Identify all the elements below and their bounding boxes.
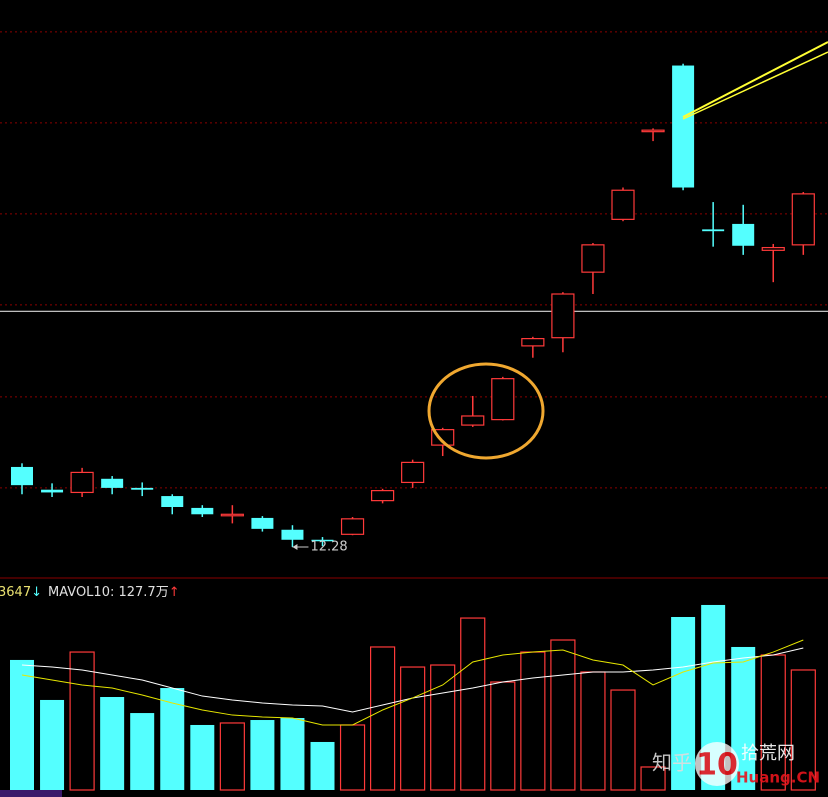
volume-bar [190, 724, 215, 790]
candle-body [371, 490, 395, 502]
candle-body [732, 223, 755, 246]
candle-body [340, 518, 365, 535]
watermark-site-en: Huang.CN [736, 769, 820, 787]
candle-body [581, 244, 605, 273]
candle-body [220, 513, 244, 517]
watermark-site-cn: 拾荒网 [741, 743, 795, 764]
trend-line [682, 51, 828, 120]
candle-body [611, 189, 635, 220]
candle-body [41, 489, 64, 493]
volume-bar [370, 646, 396, 791]
status-strip [0, 790, 62, 797]
highlight-circle [427, 362, 545, 460]
candle-body [131, 487, 154, 490]
volume-bar [430, 664, 456, 791]
volume-bar [790, 669, 816, 791]
volume-bar [219, 722, 245, 791]
down-arrow: ↓ [31, 585, 42, 600]
mavol10-value: MAVOL10: 127.7万 [48, 585, 169, 600]
candle-body [281, 529, 304, 540]
candle-body [461, 415, 485, 426]
low-marker-label: 12.28 [310, 540, 347, 555]
volume-bar [100, 697, 125, 790]
volume-bar [671, 616, 696, 790]
candles: 12.28 [11, 63, 815, 555]
volume-bar [10, 659, 34, 790]
low-marker-arrowhead [292, 544, 298, 551]
candle-body [521, 338, 545, 347]
candle-body [161, 496, 184, 508]
candle-body [551, 293, 575, 339]
candle-body [191, 507, 214, 515]
candle-body [70, 471, 94, 494]
volume-header: 3647↓ MAVOL10: 127.7万↑ [0, 585, 180, 600]
watermark-logo-bg [695, 742, 739, 786]
candle-body [791, 193, 815, 246]
volume-bar [130, 713, 155, 790]
candle-body [401, 461, 425, 484]
candle-body [251, 517, 274, 529]
trend-line [682, 41, 828, 118]
candle-body [491, 378, 515, 421]
volume-bar [460, 617, 486, 791]
volume-bar [610, 689, 636, 791]
watermark-logo-number: 10 [696, 748, 738, 783]
candle-body [702, 229, 725, 232]
volume-bar [69, 651, 95, 791]
watermark-zhihu: 知乎 [652, 751, 692, 775]
candle-body [672, 65, 695, 188]
volume-bar [550, 639, 576, 791]
watermark: 知乎 10 拾荒网 Huang.CN [652, 742, 820, 787]
volume-bar [310, 741, 335, 790]
volume-bar [640, 766, 666, 791]
mavol5-value: 3647 [0, 585, 31, 600]
volume-bar [40, 699, 65, 790]
volume-ma [21, 639, 804, 726]
volume-bar [400, 666, 426, 791]
candle-body [761, 246, 785, 251]
volume-bar [250, 720, 275, 790]
volume-ma-line [21, 639, 804, 726]
candle-body [311, 539, 334, 542]
candle-body [641, 129, 665, 133]
candle-body [101, 478, 124, 488]
candle-body [11, 466, 33, 486]
up-arrow: ↑ [169, 585, 180, 600]
volume-bar [280, 718, 305, 790]
